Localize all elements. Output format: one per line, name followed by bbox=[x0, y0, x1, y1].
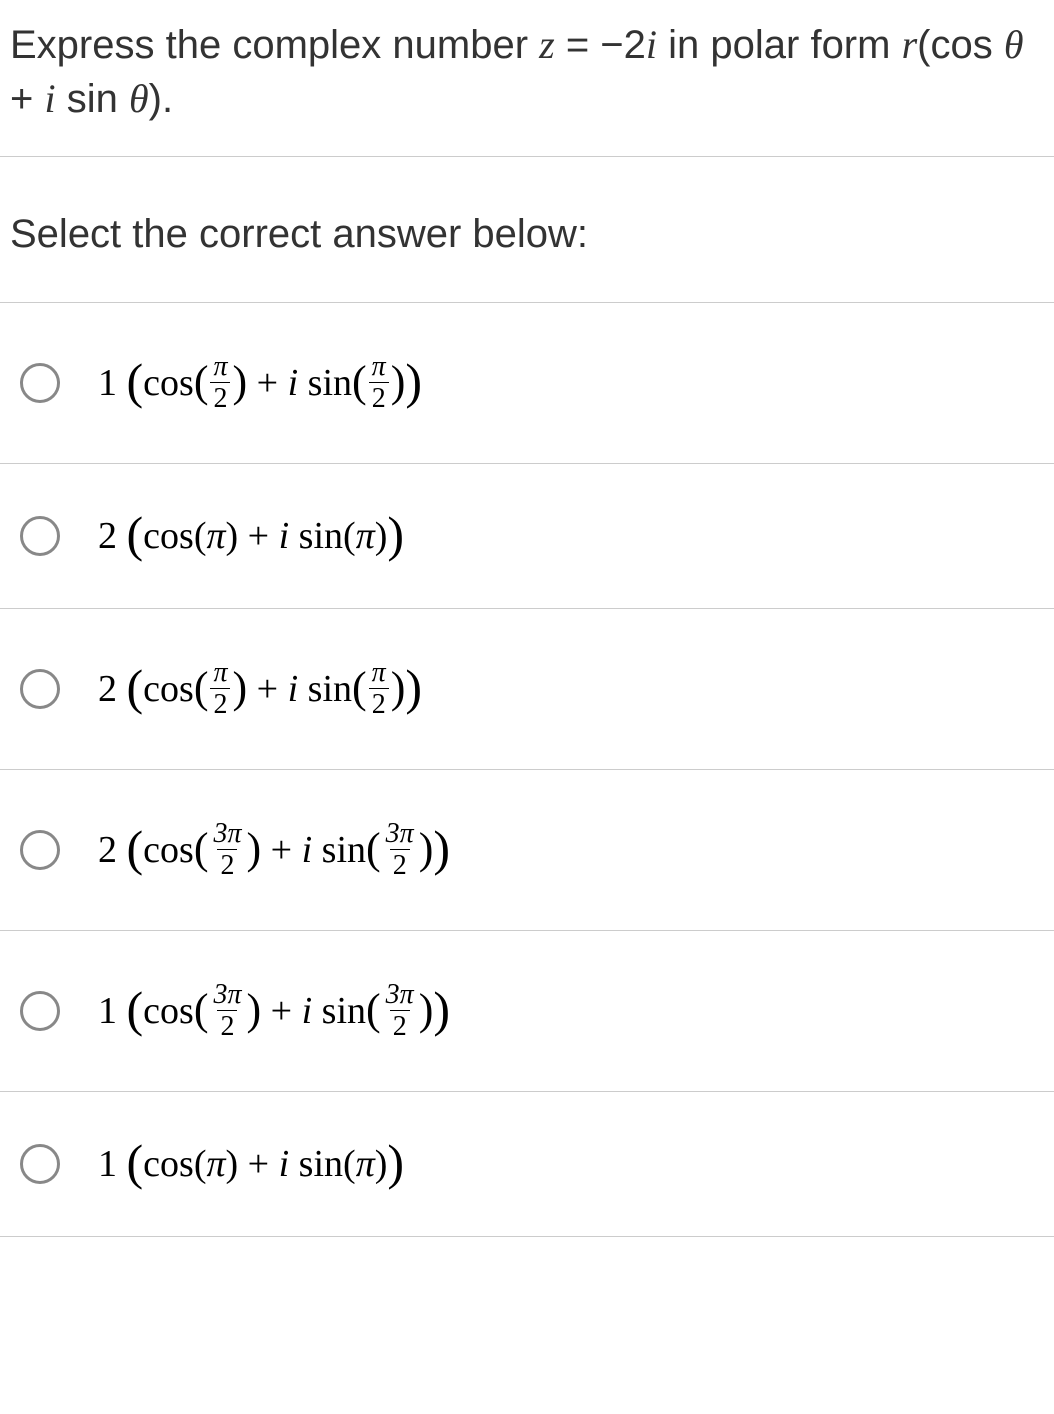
option-math: 1 (cos(π) + i sin(π)) bbox=[98, 1142, 404, 1186]
prompt-block: Select the correct answer below: bbox=[0, 157, 1054, 303]
radio-button[interactable] bbox=[20, 516, 60, 556]
radio-button[interactable] bbox=[20, 991, 60, 1031]
option-row[interactable]: 1 (cos(π) + i sin(π)) bbox=[0, 1092, 1054, 1237]
option-math: 2 (cos(π) + i sin(π)) bbox=[98, 514, 404, 558]
prompt-text: Select the correct answer below: bbox=[10, 212, 1044, 257]
question-stem: Express the complex number z = −2i in po… bbox=[0, 0, 1054, 157]
option-row[interactable]: 2 (cos(π) + i sin(π)) bbox=[0, 464, 1054, 609]
radio-button[interactable] bbox=[20, 1144, 60, 1184]
radio-button[interactable] bbox=[20, 669, 60, 709]
option-row[interactable]: 1 (cos(π2) + i sin(π2)) bbox=[0, 303, 1054, 464]
question-text: Express the complex number z = −2i in po… bbox=[10, 18, 1044, 126]
option-row[interactable]: 2 (cos(3π2) + i sin(3π2)) bbox=[0, 770, 1054, 931]
option-row[interactable]: 2 (cos(π2) + i sin(π2)) bbox=[0, 609, 1054, 770]
option-math: 1 (cos(3π2) + i sin(3π2)) bbox=[98, 981, 450, 1041]
options-list: 1 (cos(π2) + i sin(π2)) 2 (cos(π) + i sin… bbox=[0, 303, 1054, 1237]
option-row[interactable]: 1 (cos(3π2) + i sin(3π2)) bbox=[0, 931, 1054, 1092]
option-math: 2 (cos(π2) + i sin(π2)) bbox=[98, 659, 422, 719]
option-math: 2 (cos(3π2) + i sin(3π2)) bbox=[98, 820, 450, 880]
radio-button[interactable] bbox=[20, 830, 60, 870]
radio-button[interactable] bbox=[20, 363, 60, 403]
option-math: 1 (cos(π2) + i sin(π2)) bbox=[98, 353, 422, 413]
